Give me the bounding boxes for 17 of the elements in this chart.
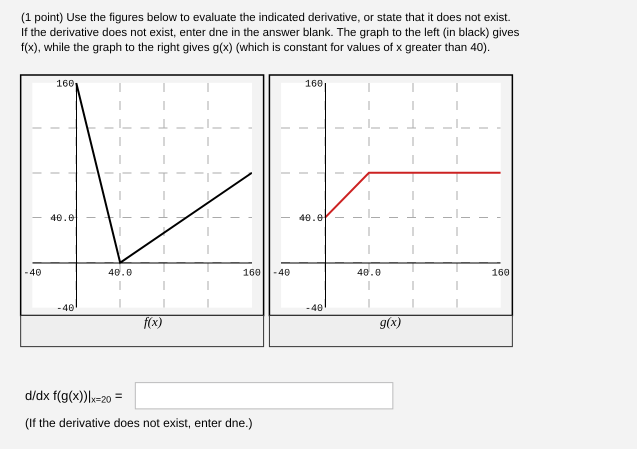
y-tick-label: -40 bbox=[304, 304, 324, 316]
x-tick-label: 40.0 bbox=[356, 268, 381, 280]
x-tick-label: 160 bbox=[492, 268, 510, 280]
y-tick-label: 160 bbox=[56, 79, 74, 90]
y-tick-label: 40.0 bbox=[50, 214, 74, 226]
x-axis-title: g(x) bbox=[380, 314, 401, 329]
x-tick-label: -40 bbox=[23, 268, 42, 280]
y-tick-label: 160 bbox=[304, 79, 324, 90]
text: d/dx f(g(x))|$_{x=20}$ = bbox=[25, 388, 122, 405]
y-tick-label: 40.0 bbox=[298, 214, 324, 226]
text: (1 point) Use the figures below to evaluate the indicated derivative, or state that it does not exist. If the derivative does not exist, enter dne in the answer blank. The graph to the left (in black) gives f(x), while the graph to the right gives g(x) (which is constant for values of x greater than 40). bbox=[21, 12, 520, 54]
x-tick-label: 40.0 bbox=[108, 268, 132, 280]
x-tick-label: 160 bbox=[242, 268, 261, 280]
x-axis-title: f(x) bbox=[144, 314, 162, 329]
x-tick-label: -40 bbox=[272, 268, 290, 280]
text: (If the derivative does not exist, enter dne.) bbox=[25, 416, 252, 430]
y-tick-label: -40 bbox=[56, 304, 74, 316]
